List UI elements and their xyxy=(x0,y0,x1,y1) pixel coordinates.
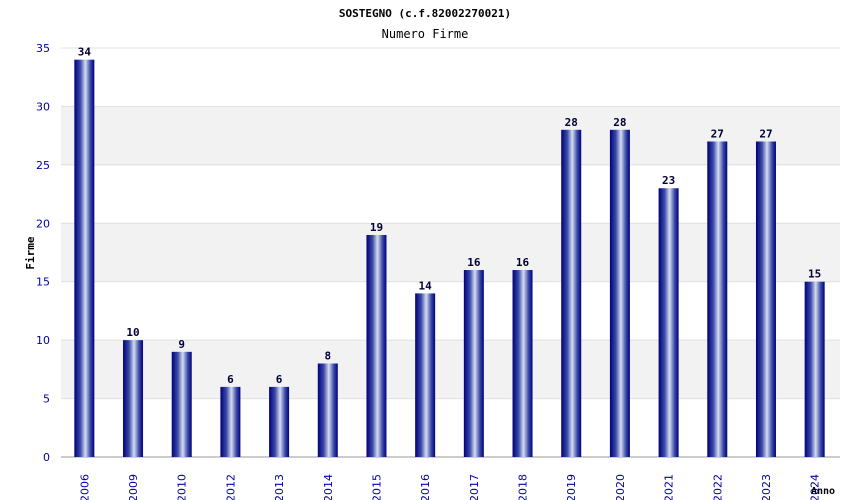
bar xyxy=(512,270,533,457)
y-tick-label: 10 xyxy=(36,334,50,347)
data-label: 27 xyxy=(759,127,772,140)
bar xyxy=(804,281,825,457)
y-tick-label: 15 xyxy=(36,276,50,289)
y-tick-label: 30 xyxy=(36,100,50,113)
x-tick-label: 2010 xyxy=(176,474,189,500)
x-axis-label: Anno xyxy=(811,486,835,497)
bar xyxy=(366,234,387,457)
y-axis-label: Firme xyxy=(24,236,37,269)
x-tick-label: 2021 xyxy=(663,474,676,500)
x-tick-label: 2018 xyxy=(517,474,530,500)
bar xyxy=(415,293,436,457)
x-tick-label: 2019 xyxy=(565,474,578,500)
x-tick-label: 2014 xyxy=(322,474,335,500)
bar xyxy=(707,141,728,457)
data-label: 16 xyxy=(467,256,481,269)
x-tick-label: 2013 xyxy=(273,474,286,500)
chart-title: SOSTEGNO (c.f.82002270021) xyxy=(339,7,511,20)
bar xyxy=(317,363,338,457)
data-label: 10 xyxy=(126,326,139,339)
data-label: 28 xyxy=(565,116,578,129)
bar xyxy=(269,386,290,457)
x-tick-label: 2024 xyxy=(809,474,822,500)
x-tick-label: 2023 xyxy=(760,474,773,500)
bar xyxy=(561,129,582,458)
y-tick-label: 0 xyxy=(43,451,50,464)
bar xyxy=(74,59,95,457)
y-tick-label: 5 xyxy=(43,393,50,406)
data-label: 6 xyxy=(227,373,234,386)
bars xyxy=(74,59,825,458)
y-tick-labels: 0 5 10 15 20 25 30 35 xyxy=(36,42,50,464)
y-tick-label: 35 xyxy=(36,42,50,55)
x-tick-label: 2009 xyxy=(127,474,140,500)
x-tick-label: 2020 xyxy=(614,474,627,500)
data-label: 28 xyxy=(613,116,626,129)
y-tick-label: 20 xyxy=(36,217,50,230)
data-label: 16 xyxy=(516,256,530,269)
bar xyxy=(171,351,192,457)
x-tick-label: 2016 xyxy=(419,474,432,500)
chart-subtitle: Numero Firme xyxy=(382,27,469,41)
x-tick-label: 2012 xyxy=(224,474,237,500)
x-tick-label: 2015 xyxy=(370,474,383,500)
bar xyxy=(220,386,241,457)
x-tick-label: 2017 xyxy=(468,474,481,500)
data-label: 15 xyxy=(808,268,821,281)
bar xyxy=(755,141,776,457)
y-tick-label: 25 xyxy=(36,159,50,172)
bar xyxy=(609,129,630,458)
data-label: 14 xyxy=(419,279,433,292)
data-label: 6 xyxy=(276,373,283,386)
x-tick-labels: 2006 2009 2010 2012 2013 2014 2015 2016 2017 2018… xyxy=(78,474,821,500)
data-label: 9 xyxy=(178,338,185,351)
data-label: 8 xyxy=(324,350,331,363)
data-label: 19 xyxy=(370,221,383,234)
data-label: 23 xyxy=(662,174,675,187)
data-label: 27 xyxy=(711,127,724,140)
data-labels: 34 10 9 6 6 8 19 14 16 16 28 28 23 27 27 15 xyxy=(78,46,822,386)
data-label: 34 xyxy=(78,46,92,59)
x-tick-label: 2006 xyxy=(78,474,91,500)
bar xyxy=(658,188,679,457)
bar xyxy=(123,340,144,457)
x-tick-label: 2022 xyxy=(711,474,724,500)
bar xyxy=(463,270,484,457)
